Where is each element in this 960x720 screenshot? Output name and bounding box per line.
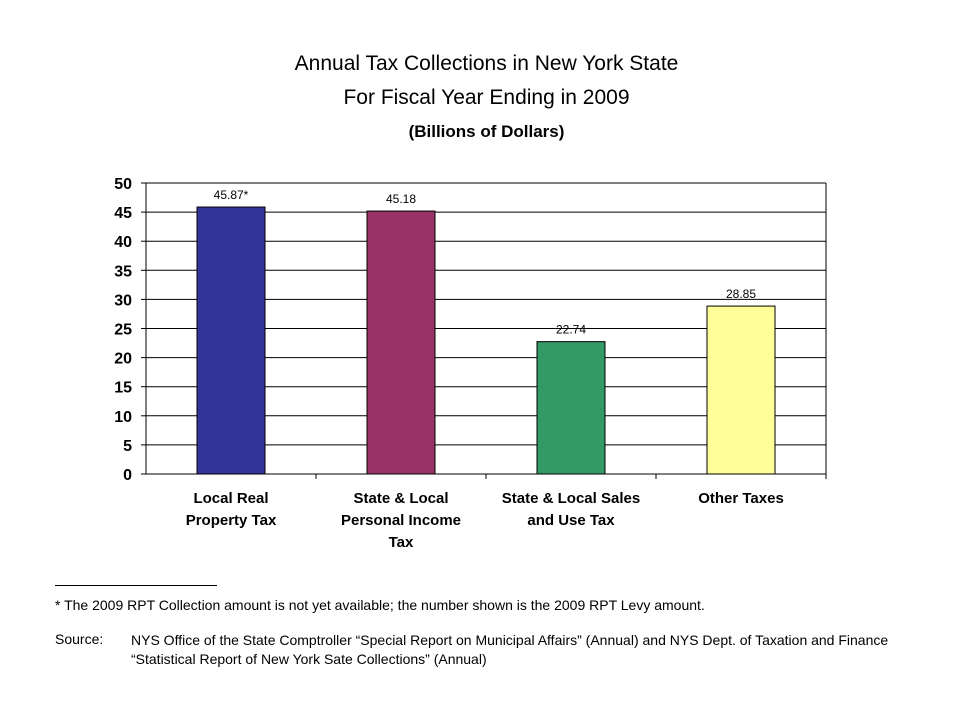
x-category-label: State & Local Sales and Use Tax [486,488,656,532]
x-category-label-line: State & Local Sales [501,490,641,507]
y-tick-label: 45 [114,205,132,222]
x-category-label-line: Local Real [193,490,269,507]
x-category-label-line: Personal Income [340,512,462,529]
y-tick-label: 30 [114,292,132,309]
data-label: 45.87* [214,188,249,202]
chart-units-note: (Billions of Dollars) [408,122,565,141]
source-text: NYS Office of the State Comptroller “Spe… [131,632,889,667]
y-tick-label: 10 [114,409,132,426]
x-category-label-line: Other Taxes [698,490,784,507]
footnote: * The 2009 RPT Collection amount is not … [55,597,705,613]
bar [366,210,436,475]
y-tick-label: 35 [114,263,132,280]
x-category-label-line: Tax [388,534,414,551]
y-tick-label: 5 [123,438,132,455]
bar [706,305,776,475]
y-tick-label: 15 [114,380,132,397]
x-category-label: Other Taxes [656,488,826,510]
data-label: 28.85 [726,287,756,301]
x-category-label-line: State & Local [353,490,449,507]
y-tick-label: 40 [114,234,132,251]
x-category-label-line: Property Tax [185,512,277,529]
y-tick-label: 0 [123,467,132,484]
data-label: 22.74 [556,323,586,337]
y-tick-label: 25 [114,322,132,339]
bar [536,341,606,475]
y-tick-label: 20 [114,351,132,368]
source-label: Source: [55,631,104,647]
x-category-label-line: and Use Tax [527,512,615,529]
chart-title: Annual Tax Collections in New York State [294,52,679,75]
chart-subtitle: For Fiscal Year Ending in 2009 [343,86,630,109]
bar [196,206,266,475]
y-tick-label: 50 [114,176,132,193]
data-label: 45.18 [386,192,416,206]
footnote-divider [55,585,217,586]
x-category-label: State & Local Personal Income Tax [316,488,486,554]
x-category-label: Local Real Property Tax [146,488,316,532]
